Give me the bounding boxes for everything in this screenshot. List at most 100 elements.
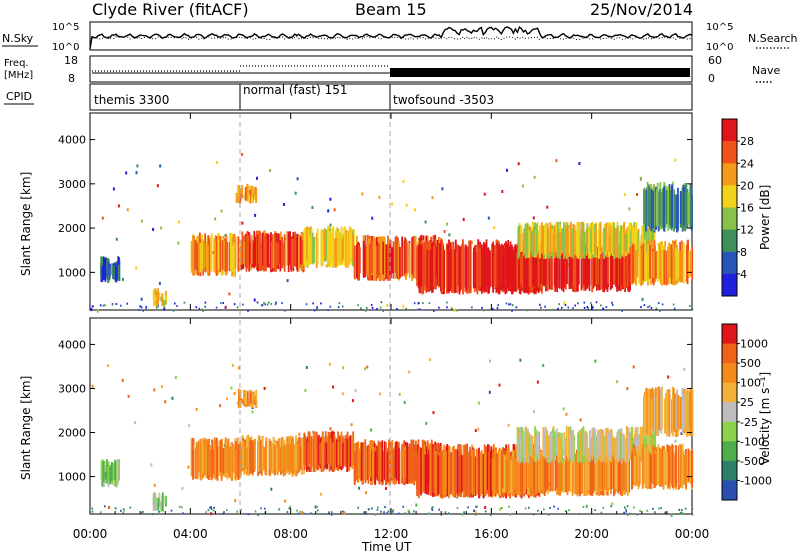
scatter-speckle xyxy=(187,465,190,469)
scatter-stroke xyxy=(590,437,593,456)
scatter-stroke xyxy=(452,241,454,293)
scatter-stroke xyxy=(618,244,621,291)
scatter-stroke xyxy=(667,246,670,285)
scatter-stroke xyxy=(328,432,331,472)
x-tick-label: 20:00 xyxy=(574,527,609,541)
colorbar-tick-label: 500 xyxy=(740,357,761,370)
scatter-stroke xyxy=(397,241,400,274)
scatter-stroke xyxy=(389,441,392,485)
ground-speckle xyxy=(222,302,224,304)
ground-speckle xyxy=(115,303,118,305)
scatter-stroke xyxy=(656,187,659,225)
scatter-speckle xyxy=(91,384,94,388)
x-tick-label: 12:00 xyxy=(374,527,409,541)
scatter-stroke xyxy=(654,251,657,279)
ground-speckle xyxy=(384,506,386,508)
scatter-stroke xyxy=(242,440,244,469)
scatter-stroke xyxy=(551,228,554,252)
scatter-speckle xyxy=(366,365,369,369)
scatter-stroke xyxy=(633,455,636,486)
scatter-stroke xyxy=(579,448,581,497)
ground-speckle xyxy=(673,307,676,310)
scatter-stroke xyxy=(500,247,503,291)
scatter-speckle xyxy=(446,222,448,226)
scatter-speckle xyxy=(546,205,549,209)
colorbar-tick-label: -1000 xyxy=(740,474,772,487)
scatter-stroke xyxy=(633,227,635,253)
scatter-stroke xyxy=(248,185,251,201)
scatter-stroke xyxy=(357,247,360,281)
scatter-speckle xyxy=(90,308,93,312)
ground-speckle xyxy=(176,305,178,307)
scatter-stroke xyxy=(219,236,222,273)
scatter-speckle xyxy=(594,359,597,363)
ground-speckle xyxy=(422,302,424,304)
scatter-stroke xyxy=(629,437,632,461)
scatter-stroke xyxy=(237,388,240,409)
scatter-stroke xyxy=(680,445,682,488)
scatter-stroke xyxy=(562,458,565,493)
scatter-speckle xyxy=(311,206,314,209)
scatter-stroke xyxy=(480,450,483,494)
scatter-stroke xyxy=(100,460,103,480)
ground-speckle xyxy=(170,509,173,512)
scatter-speckle xyxy=(305,366,308,369)
scatter-speckle xyxy=(329,427,332,431)
scatter-stroke xyxy=(524,254,527,291)
ground-speckle xyxy=(263,507,266,510)
scatter-stroke xyxy=(234,450,237,480)
scatter-stroke xyxy=(258,436,261,474)
ground-speckle xyxy=(314,506,317,509)
colorbar-swatch xyxy=(722,229,737,253)
scatter-speckle xyxy=(327,209,330,213)
scatter-speckle xyxy=(329,223,332,227)
scatter-stroke xyxy=(295,435,297,470)
scatter-stroke xyxy=(233,242,236,276)
scatter-stroke xyxy=(230,233,232,270)
scatter-speckle xyxy=(301,511,304,515)
colorbar-tick-label: 28 xyxy=(740,135,754,148)
scatter-stroke xyxy=(240,444,243,472)
scatter-stroke xyxy=(201,443,204,474)
scatter-stroke xyxy=(317,434,320,465)
scatter-stroke xyxy=(343,437,345,467)
scatter-speckle xyxy=(150,463,153,467)
scatter-speckle xyxy=(263,386,266,390)
scatter-stroke xyxy=(642,243,645,281)
scatter-stroke xyxy=(494,245,497,288)
scatter-stroke xyxy=(244,188,247,201)
scatter-speckle xyxy=(127,394,130,398)
scatter-stroke xyxy=(603,449,606,491)
scatter-stroke xyxy=(382,241,384,275)
ground-speckle xyxy=(286,511,289,513)
power-colorbar-label: Power [dB] xyxy=(758,185,772,250)
scatter-stroke xyxy=(521,254,524,288)
scatter-stroke xyxy=(577,449,580,489)
scatter-stroke xyxy=(451,446,454,494)
scatter-stroke xyxy=(665,250,668,286)
scatter-stroke xyxy=(449,452,452,495)
ground-speckle xyxy=(491,307,494,310)
scatter-stroke xyxy=(528,253,531,288)
colorbar-swatch xyxy=(722,441,737,462)
scatter-stroke xyxy=(689,183,692,227)
ground-speckle xyxy=(303,512,305,515)
ground-speckle xyxy=(578,513,581,516)
colorbar-swatch xyxy=(722,251,737,275)
scatter-stroke xyxy=(597,229,600,259)
scatter-stroke xyxy=(635,453,638,486)
scatter-speckle xyxy=(230,386,233,390)
scatter-stroke xyxy=(609,456,611,490)
scatter-stroke xyxy=(650,399,653,435)
scatter-stroke xyxy=(444,446,446,498)
scatter-stroke xyxy=(640,245,642,286)
colorbar-swatch xyxy=(722,163,737,186)
scatter-stroke xyxy=(675,247,678,281)
scatter-speckle xyxy=(101,216,104,220)
scatter-stroke xyxy=(360,442,363,481)
scatter-stroke xyxy=(112,462,115,480)
ground-speckle xyxy=(446,306,448,309)
scatter-stroke xyxy=(255,187,257,203)
ground-speckle xyxy=(691,513,694,516)
ground-speckle xyxy=(145,306,148,309)
